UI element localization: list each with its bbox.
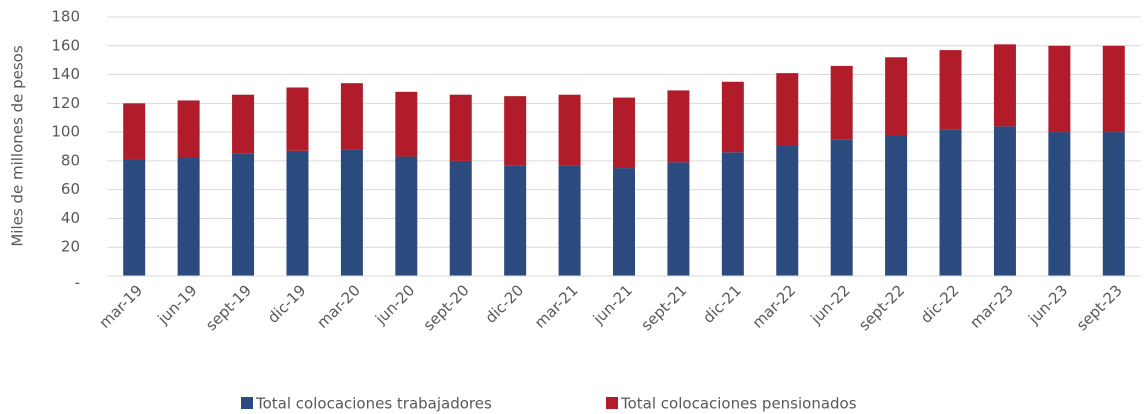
x-tick-label: sept-20 [420,281,473,334]
legend-label: Total colocaciones pensionados [620,395,857,413]
bar-segment [939,129,962,276]
bar-segment [123,103,146,160]
bar-segment [558,94,581,166]
y-tick-label: 60 [61,180,80,198]
legend-label: Total colocaciones trabajadores [255,395,492,413]
x-tick-label: sept-23 [1073,281,1126,334]
x-tick-label: dic-19 [264,281,310,327]
bar-segment [1102,132,1125,276]
bar-segment [667,90,690,163]
bar-segment [504,96,527,166]
bar-segment [993,44,1016,127]
bar-segment [286,150,309,276]
bar-segment [721,152,744,276]
bar-segment [395,156,418,276]
bar-segment [776,73,799,146]
x-tick-label: dic-21 [699,281,745,327]
bar-segment [286,87,309,151]
y-tick-label: 160 [51,36,80,54]
y-tick-label: 100 [51,123,80,141]
bar-segment [449,160,472,276]
bar-segment [1102,45,1125,133]
x-tick-label: jun-23 [1024,281,1071,328]
bar-segment [993,126,1016,276]
bar-segment [340,149,363,276]
bar-segment [558,165,581,276]
bar-segment [885,134,908,276]
y-tick-label: 80 [61,151,80,169]
x-tick-label: dic-22 [917,281,963,327]
bar-segment [123,159,146,276]
x-tick-label: jun-20 [371,281,418,328]
x-tick-label: sept-19 [202,281,255,334]
x-tick-label: sept-21 [637,281,690,334]
y-tick-label: 20 [61,238,80,256]
bar-segment [776,145,799,276]
bar-segment [1048,45,1071,133]
x-tick-label: mar-19 [96,281,147,332]
x-tick-label: mar-23 [966,281,1017,332]
legend-swatch [606,397,618,409]
bar-segment [395,91,418,157]
x-tick-label: jun-21 [589,281,636,328]
bar-segment [613,97,635,169]
bar-segment [885,57,908,135]
x-tick-label: mar-21 [531,281,582,332]
bar-segment [830,139,853,276]
bar-segment [340,83,363,150]
x-tick-label: jun-22 [807,281,854,328]
bar-segment [830,65,853,140]
bar-segment [721,81,744,153]
x-tick-label: mar-22 [749,281,800,332]
x-tick-label: sept-22 [855,281,908,334]
bar-segment [1048,132,1071,276]
bar-segment [177,158,200,276]
bar-segment [939,50,962,130]
y-axis-title: Miles de millones de pesos [9,45,27,246]
bar-segment [177,100,200,159]
x-tick-label: jun-19 [153,281,200,328]
y-tick-label: - [75,274,80,292]
y-tick-label: 120 [51,94,80,112]
y-tick-label: 140 [51,65,80,83]
bar-segment [613,168,635,276]
bar-segment [232,153,255,276]
legend-swatch [241,397,253,409]
x-tick-label: dic-20 [482,281,528,327]
bar-segment [504,165,527,276]
x-tick-label: mar-20 [313,281,364,332]
y-tick-label: 40 [61,209,80,227]
bar-segment [667,162,690,276]
bar-segment [232,94,255,154]
y-tick-label: 180 [51,8,80,26]
bar-segment [449,94,472,161]
